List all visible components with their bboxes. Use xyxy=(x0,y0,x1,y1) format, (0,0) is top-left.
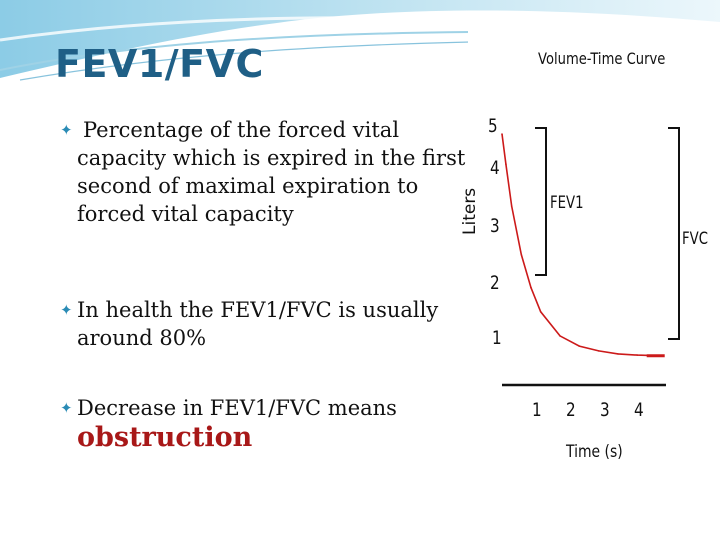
data-point xyxy=(559,335,561,337)
bullet-text: In health the FEV1/FVC is usually around… xyxy=(77,298,439,350)
data-point xyxy=(636,354,639,356)
bullet-definition: ✦ Percentage of the forced vital capacit… xyxy=(60,116,467,228)
data-point xyxy=(510,205,513,208)
data-point xyxy=(505,163,507,165)
x-tick-label: 4 xyxy=(634,399,644,421)
bullet-obstruction: ✦ Decrease in FEV1/FVC means obstruction xyxy=(60,394,477,453)
y-tick-label: 3 xyxy=(490,215,500,237)
header-decoration xyxy=(0,0,720,81)
volume-time-figure: Volume-Time Curve 5 4 3 2 1 Liters FEV1 … xyxy=(460,27,720,540)
data-point xyxy=(655,354,658,357)
emphasis-obstruction: obstruction xyxy=(77,422,253,453)
bullet-marker-icon: ✦ xyxy=(60,301,73,319)
data-point xyxy=(539,311,542,313)
data-point xyxy=(520,253,523,256)
fev1-label: FEV1 xyxy=(550,193,584,213)
slide-title: FEV1/FVC xyxy=(55,42,264,86)
x-tick-label: 3 xyxy=(600,399,610,421)
y-tick-label: 1 xyxy=(492,327,502,349)
data-point xyxy=(578,345,581,347)
bullet-marker-icon: ✦ xyxy=(60,399,73,417)
data-point xyxy=(501,133,503,135)
fvc-label: FVC xyxy=(682,229,708,249)
data-point xyxy=(530,286,532,289)
data-point xyxy=(597,350,600,352)
bullet-marker-icon: ✦ xyxy=(60,121,73,139)
data-point xyxy=(617,353,619,355)
x-tick-label: 2 xyxy=(566,399,576,421)
chart-plot xyxy=(501,127,680,387)
bullet-text: Decrease in FEV1/FVC means xyxy=(77,396,397,420)
bullet-text: Percentage of the forced vital capacity … xyxy=(77,118,466,226)
y-tick-label: 2 xyxy=(490,272,500,294)
x-tick-label: 1 xyxy=(532,399,542,421)
bullet-normal-value: ✦ In health the FEV1/FVC is usually arou… xyxy=(60,296,467,352)
x-axis-label: Time (s) xyxy=(566,442,623,462)
y-tick-label: 5 xyxy=(488,115,498,137)
y-tick-label: 4 xyxy=(490,157,500,179)
chart-title: Volume-Time Curve xyxy=(538,49,666,68)
series-line xyxy=(501,133,657,357)
